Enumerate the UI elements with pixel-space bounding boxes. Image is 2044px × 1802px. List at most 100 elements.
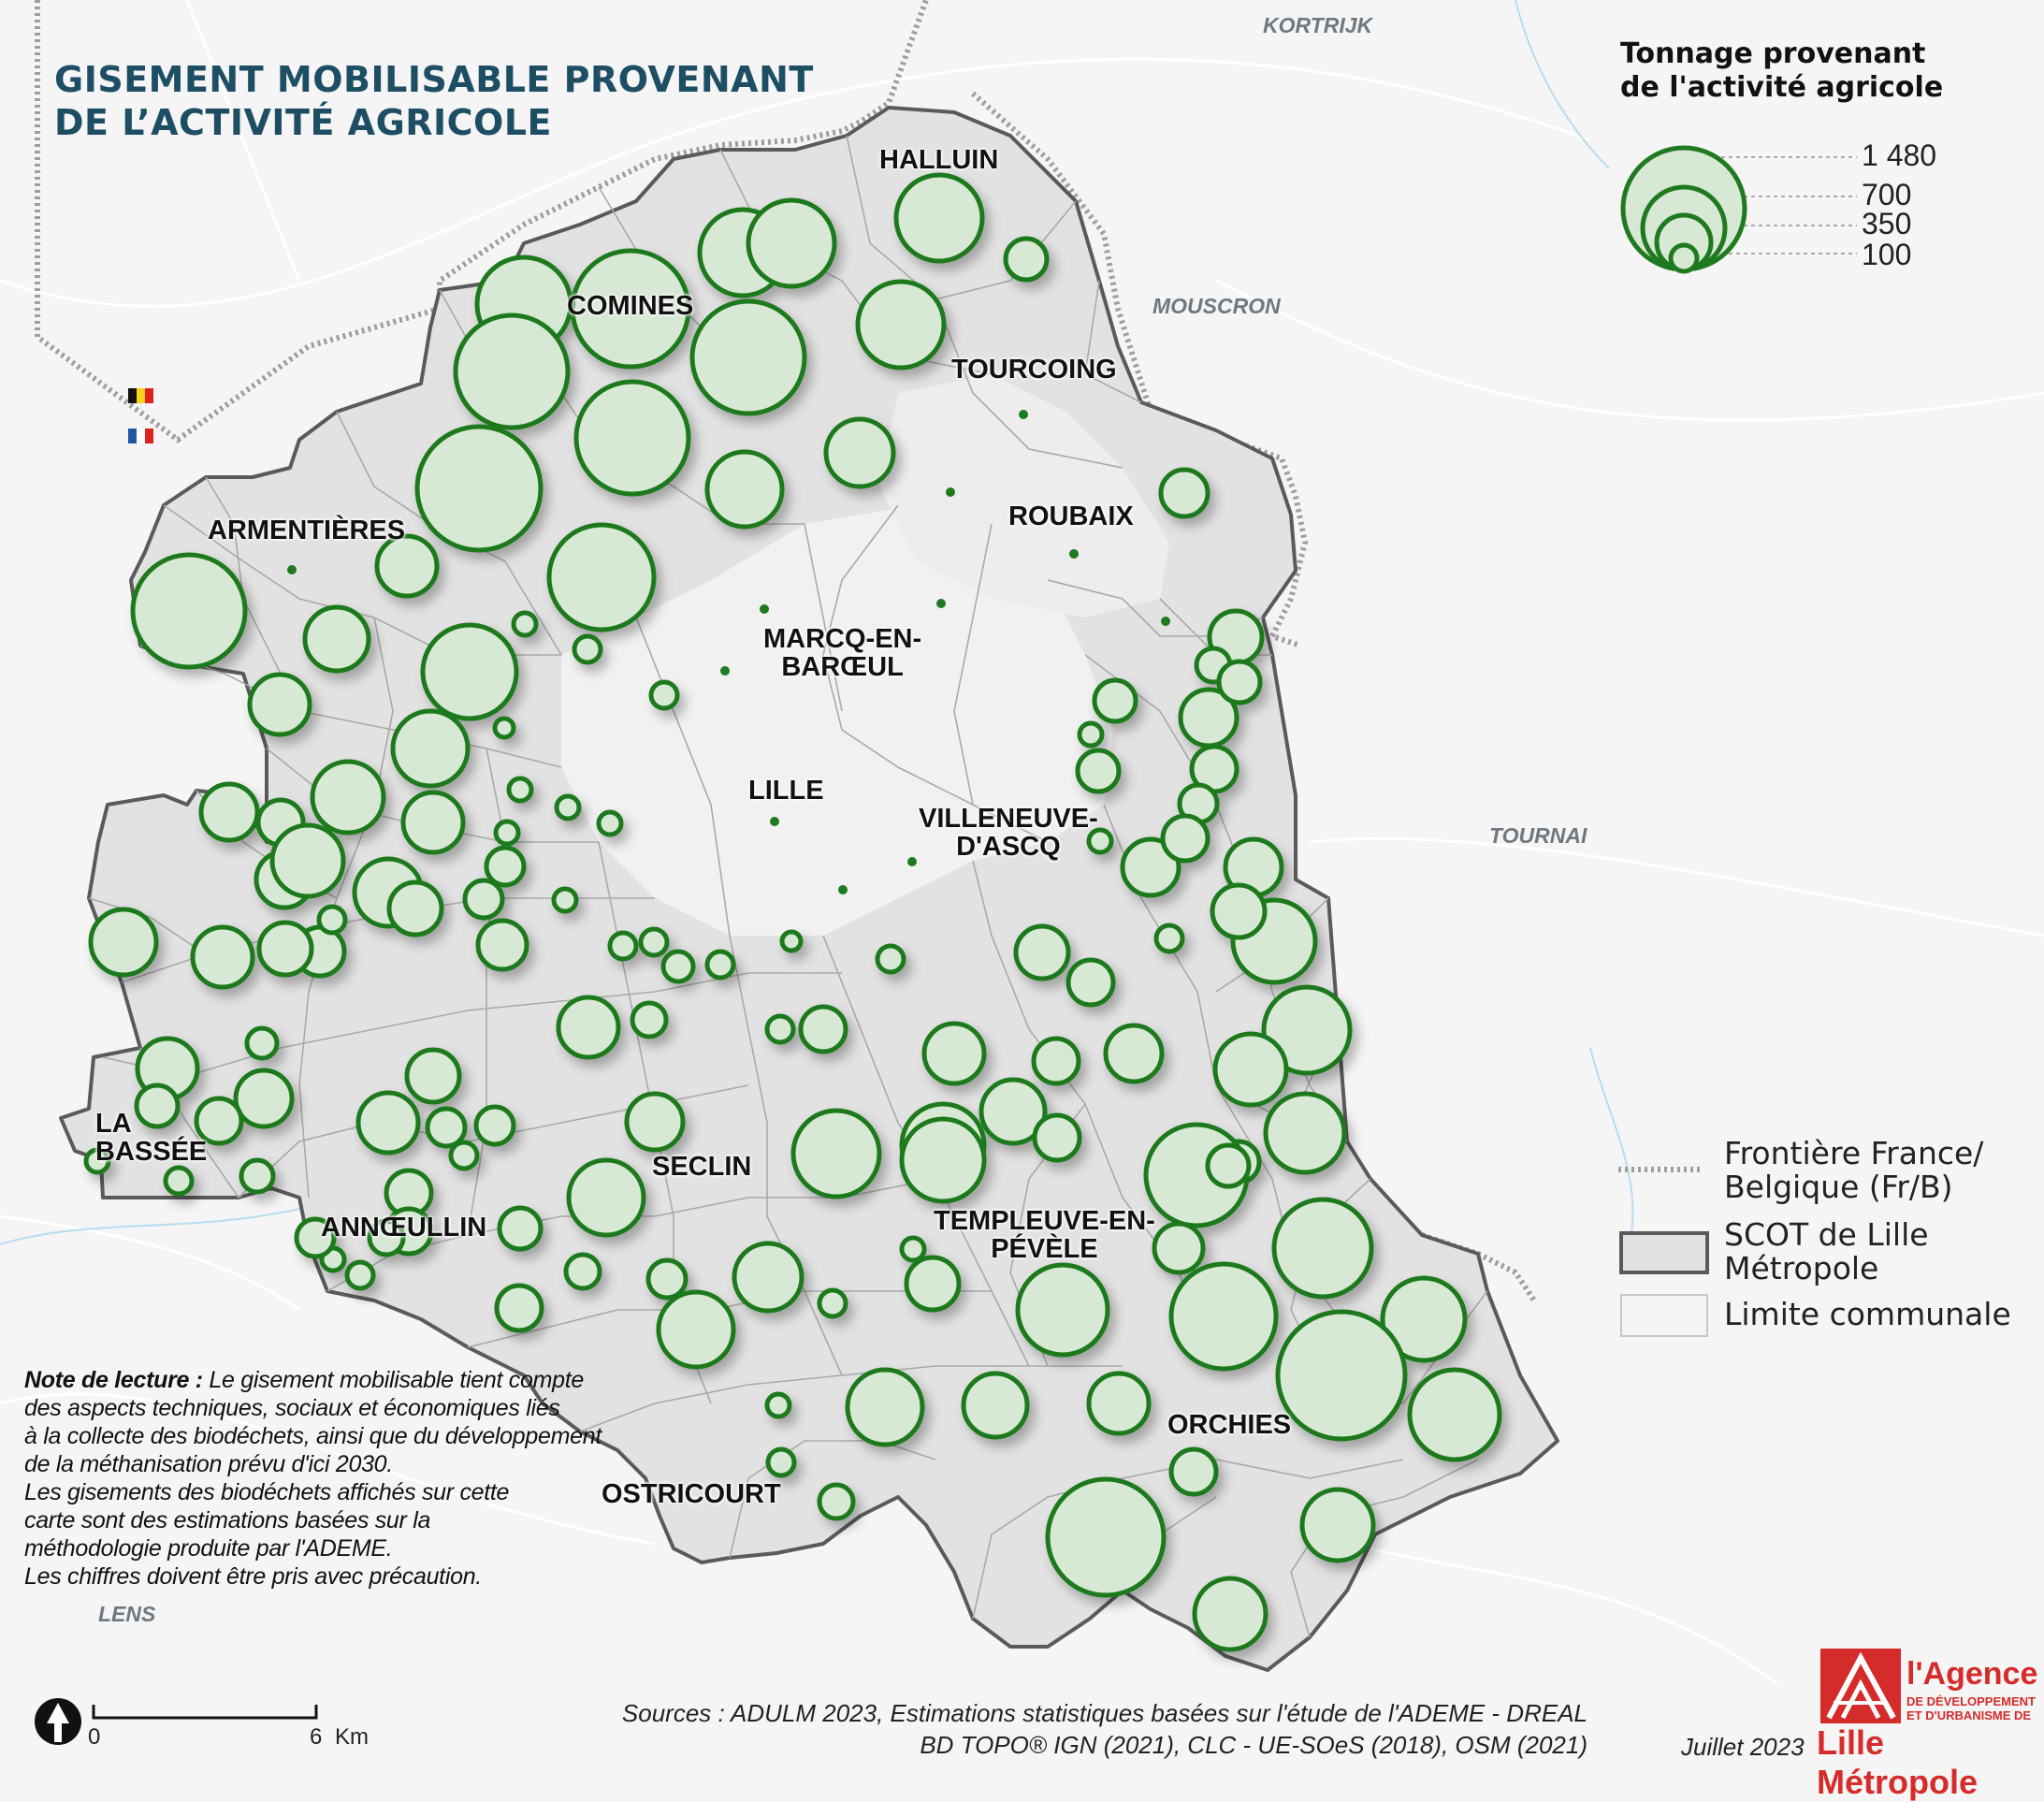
tonnage-circle [1380, 1275, 1468, 1363]
tonnage-circle [1210, 882, 1268, 940]
tonnage-circle [194, 1096, 244, 1146]
city-label-villeneuve-line-1: VILLENEUVE- [919, 804, 1098, 834]
belgium-flag-icon [128, 388, 153, 403]
tonnage-circle [573, 379, 691, 497]
tonnage-circle [1205, 1142, 1252, 1189]
tonnage-circle [475, 918, 529, 972]
tonnage-circle [746, 197, 837, 289]
tonnage-circle [247, 672, 312, 737]
reading-note-line: Les chiffres doivent être pris avec préc… [24, 1563, 482, 1590]
legend-scot-label-line-2: Métropole [1724, 1250, 1879, 1286]
size-tick-label: 100 [1862, 238, 1912, 271]
tonnage-circle [704, 949, 736, 981]
tonnage-circle [554, 793, 582, 821]
city-label-la-bassee-line-1: LA [95, 1109, 132, 1139]
city-label-tourcoing: TOURCOING [951, 355, 1117, 385]
tonnage-circle [484, 845, 527, 888]
city-label-templeuve-line-1: TEMPLEUVE-EN- [934, 1206, 1155, 1236]
tonnage-circle [798, 1004, 848, 1054]
commune-point [770, 817, 779, 826]
agency-logo-name: l'Agence [1906, 1656, 2038, 1692]
tonnage-circle [546, 522, 657, 632]
size-tick-label: 350 [1862, 207, 1912, 240]
commune-point [1019, 410, 1028, 419]
tonnage-circle [1075, 748, 1122, 794]
sources-line-2: BD TOPO® IGN (2021), CLC - UE-SOeS (2018… [920, 1731, 1587, 1759]
legend-scot-symbol [1619, 1231, 1709, 1274]
tonnage-circle [414, 424, 544, 553]
reading-note-line: de la méthanisation prévu d'ici 2030. [24, 1451, 393, 1477]
urban-core [561, 505, 1113, 936]
city-label-villeneuve: VILLENEUVE- D'ASCQ [919, 805, 1098, 861]
legend-communal-symbol [1620, 1294, 1708, 1337]
reading-note-line: à la collecte des biodéchets, ainsi que … [24, 1423, 602, 1449]
tonnage-circle [630, 1000, 669, 1039]
tonnage-circle [596, 809, 624, 837]
tonnage-circle [572, 633, 603, 665]
tonnage-circle [704, 449, 785, 530]
tonnage-circle [1003, 236, 1050, 283]
tonnage-circle [648, 679, 680, 711]
city-label-lens: LENS [98, 1602, 156, 1626]
tonnage-circle [344, 1259, 376, 1291]
tonnage-circle [310, 759, 386, 836]
tonnage-circle [556, 995, 621, 1060]
tonnage-circle [765, 1446, 797, 1478]
tonnage-circle [1168, 1261, 1279, 1372]
frontier-line-east [971, 91, 1309, 648]
tonnage-circle [817, 1482, 856, 1521]
size-legend-circle [1668, 242, 1700, 274]
tonnage-circle [1212, 1031, 1289, 1108]
city-label-armentieres: ARMENTIÈRES [208, 516, 406, 545]
tonnage-circle [566, 1157, 646, 1238]
tonnage-circle [256, 920, 314, 978]
tonnage-circle [134, 1083, 181, 1129]
tonnage-circle [1103, 1023, 1165, 1084]
reading-note: Note de lecture : Le gisement mobilisabl… [24, 1366, 670, 1591]
tonnage-circle [732, 1241, 805, 1314]
scale-label-end: 6 [310, 1724, 323, 1750]
tonnage-circle [400, 790, 466, 855]
tonnage-circle [1031, 1036, 1081, 1086]
agency-logo-icon [1820, 1649, 1901, 1723]
tonnage-circle [764, 1391, 792, 1419]
commune-point [838, 885, 848, 894]
tonnage-circle [1158, 467, 1210, 519]
tonnage-circle [1086, 827, 1114, 855]
tonnage-circle [979, 1077, 1048, 1146]
city-label-annoeullin: ANNŒULLIN [321, 1213, 487, 1243]
city-label-ostricourt: OSTRICOURT [602, 1479, 781, 1509]
tonnage-circle [497, 1205, 544, 1252]
tonnage-circle [563, 1252, 602, 1291]
sources-text: Sources : ADULM 2023, Estimations statis… [465, 1697, 1587, 1761]
tonnage-circle [386, 879, 444, 937]
tonnage-circle [1407, 1367, 1502, 1462]
tonnage-circle [492, 716, 516, 740]
tonnage-circle [1261, 984, 1353, 1076]
tonnage-circle [899, 1235, 927, 1263]
tonnage-circle [448, 1140, 480, 1171]
city-label-kortrijk: KORTRIJK [1263, 13, 1373, 37]
tonnage-circle [473, 1104, 516, 1147]
tonnage-circle [790, 1108, 882, 1199]
city-label-templeuve-line-2: PÉVÈLE [991, 1234, 1098, 1264]
tonnage-circle [163, 1165, 195, 1197]
map-date: Juillet 2023 [1681, 1733, 1805, 1761]
city-label-seclin: SECLIN [652, 1152, 752, 1182]
reading-note-lead: Note de lecture : [24, 1367, 203, 1393]
tonnage-circle [1092, 677, 1138, 724]
legend-frontier-label-line-1: Frontière France/ [1724, 1135, 1984, 1171]
tonnage-circle [823, 416, 896, 489]
size-legend-title-line-2: de l'activité agricole [1620, 71, 1944, 104]
frontier-line-southeast [1421, 1232, 1537, 1302]
tonnage-circle [302, 604, 371, 674]
tonnage-circle [656, 1289, 736, 1370]
tonnage-circle [198, 781, 260, 843]
tonnage-circle [689, 298, 807, 416]
tonnage-circle [390, 708, 471, 789]
agency-logo-city: Lille Métropole [1817, 1723, 1979, 1801]
tonnage-circle [1216, 659, 1263, 705]
tonnage-circle [645, 1257, 689, 1301]
city-label-tournai: TOURNAI [1489, 823, 1587, 848]
